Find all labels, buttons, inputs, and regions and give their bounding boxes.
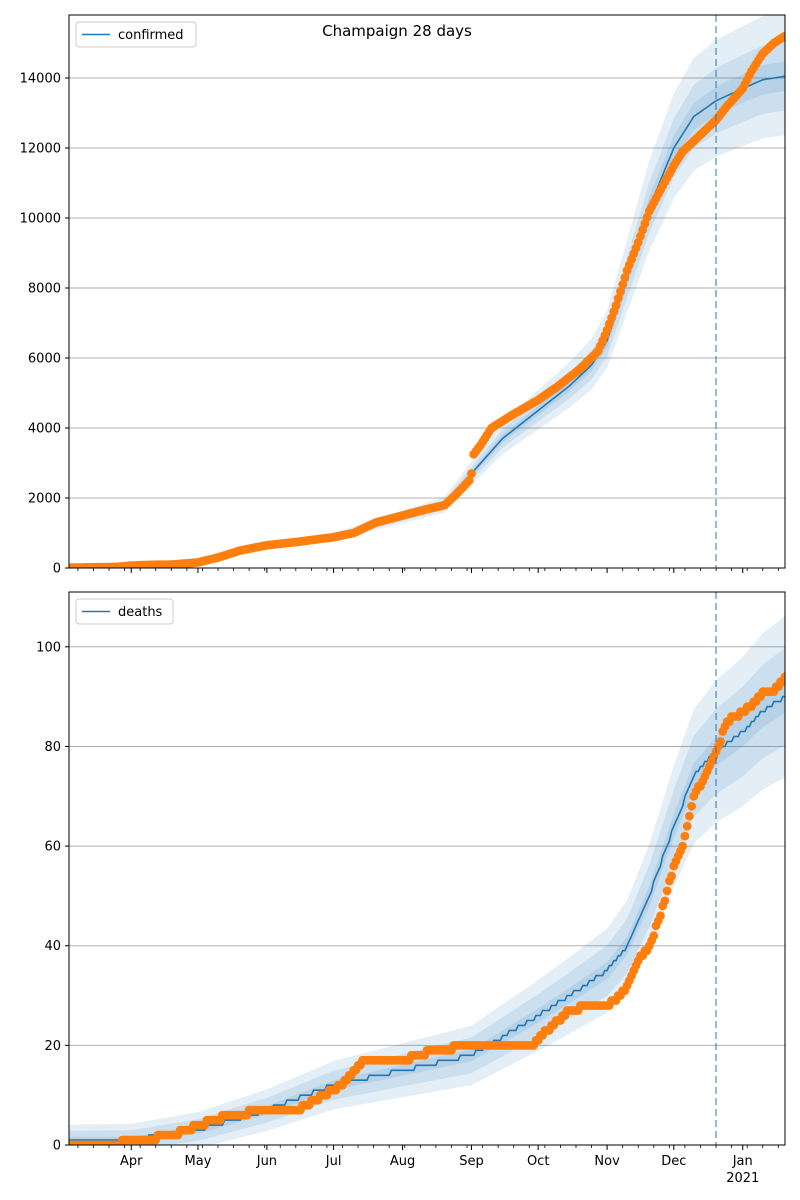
x-tick-label: Dec: [661, 1154, 686, 1169]
x-tick-sublabel: 2021: [726, 1171, 759, 1186]
y-tick-label: 0: [53, 1139, 61, 1154]
x-tick-label: Sep: [459, 1154, 484, 1169]
observed-point: [685, 811, 694, 821]
legend-box: [75, 598, 174, 625]
observed-point: [780, 672, 785, 682]
observed-point: [716, 737, 725, 746]
observed-point: [620, 273, 630, 282]
legend-box: [75, 21, 197, 48]
confirmed-panel: 0 2000 4000 6000 8000 10000 12000 14000 confirme…: [20, 14, 786, 577]
plot-area: [69, 15, 785, 568]
x-tick-label: May: [185, 1154, 212, 1169]
observed-point: [616, 287, 625, 296]
observed-point: [682, 821, 692, 831]
y-tick-label: 80: [44, 740, 61, 755]
observed-point: [662, 886, 672, 896]
y-tick-label: 4000: [28, 422, 61, 437]
y-tick-label: 12000: [20, 142, 61, 157]
x-tick-label: Oct: [527, 1154, 549, 1169]
observed-point: [649, 931, 659, 941]
observed-point: [618, 280, 628, 289]
uncertainty-band: [69, 15, 785, 568]
axes-frame: [68, 591, 786, 1146]
observed-point: [780, 31, 785, 41]
y-tick-label: 14000: [20, 72, 61, 87]
y-tick-label: 0: [53, 562, 61, 577]
y-tick-label: 10000: [20, 212, 61, 227]
y-tick-label: 2000: [28, 492, 61, 507]
observed-point: [660, 896, 670, 906]
observed-point: [464, 476, 474, 485]
y-tick-label: 6000: [28, 352, 61, 367]
legend: deaths: [75, 598, 174, 625]
y-tick-label: 8000: [28, 282, 61, 297]
x-tick-label: Jul: [325, 1154, 342, 1169]
observed-point: [467, 469, 476, 478]
observed-point: [667, 871, 676, 881]
x-tick-label: Jun: [256, 1154, 277, 1169]
y-tick-label: 40: [44, 939, 61, 954]
observed-point: [613, 294, 623, 303]
y-tick-label: 20: [44, 1039, 61, 1054]
x-axis-labels: Apr May Jun Jul Aug Sep Oct Nov Dec Jan 2021: [120, 1154, 759, 1186]
deaths-panel: 0 20 40 60 80 100 deaths: [36, 591, 786, 1154]
legend-label: deaths: [118, 605, 163, 620]
uncertainty-band: [69, 648, 785, 1145]
x-tick-label: Jan: [732, 1154, 753, 1169]
x-tick-label: Aug: [390, 1154, 415, 1169]
legend-label: confirmed: [118, 28, 184, 43]
observed-point: [680, 831, 690, 841]
observed-point: [678, 841, 688, 851]
x-tick-label: Apr: [120, 1154, 143, 1169]
plot-area: [69, 615, 785, 1145]
chart-title: Champaign 28 days: [322, 22, 472, 40]
observed-point: [611, 301, 621, 310]
observed-point: [687, 801, 696, 811]
uncertainty-band: [69, 41, 785, 568]
uncertainty-band: [69, 61, 785, 568]
y-tick-label: 60: [44, 840, 61, 855]
y-tick-label: 100: [36, 640, 61, 655]
observed-point: [656, 911, 665, 921]
axes-frame: [68, 14, 786, 569]
uncertainty-band: [69, 615, 785, 1145]
legend: confirmed: [75, 21, 197, 48]
x-tick-label: Nov: [594, 1154, 620, 1169]
